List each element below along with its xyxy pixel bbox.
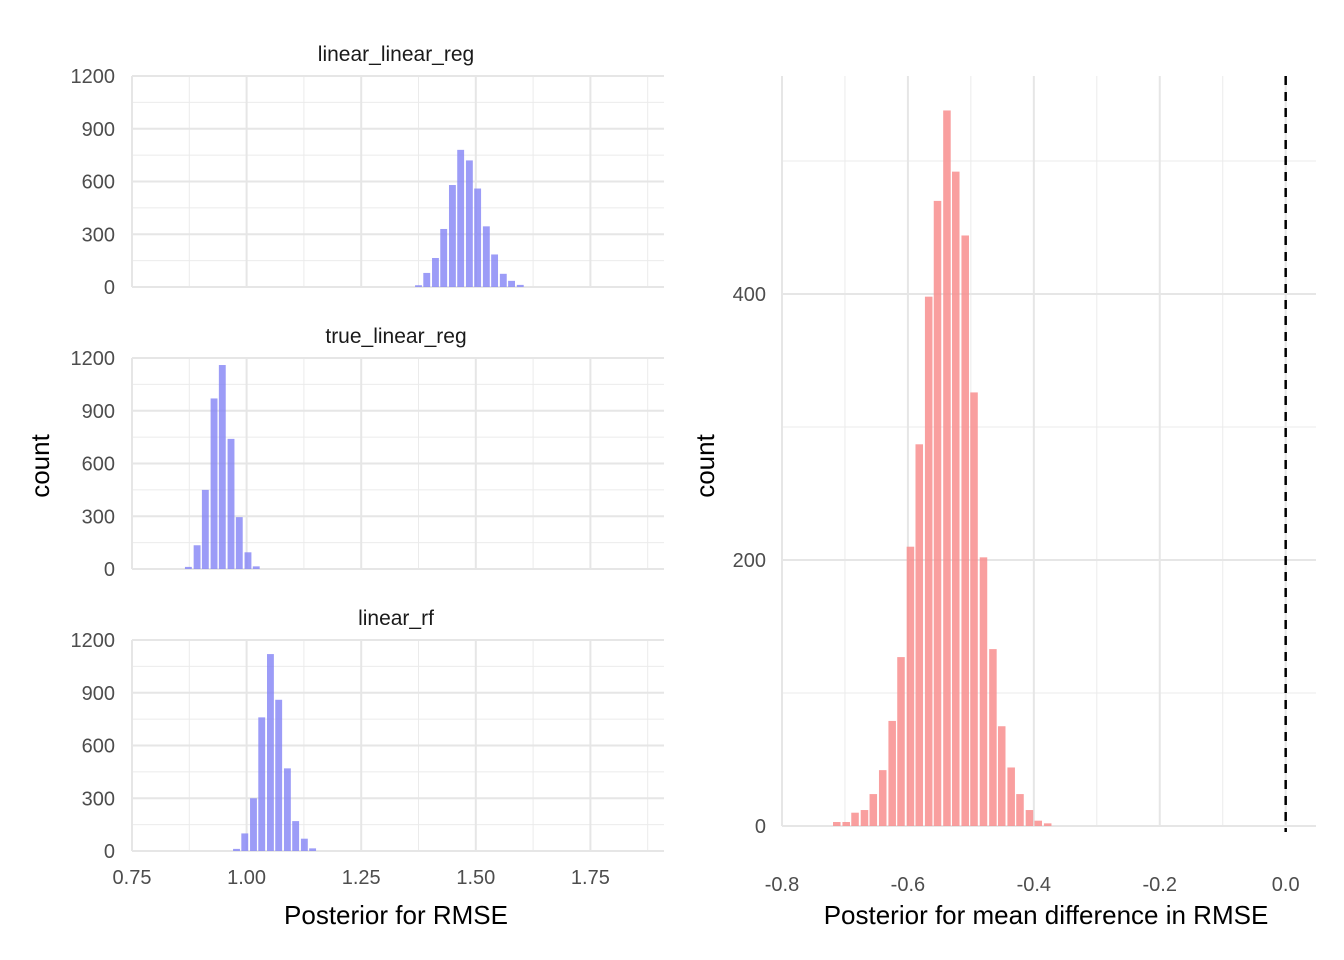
histogram-bar bbox=[210, 398, 218, 569]
histogram-bar bbox=[252, 566, 260, 569]
histogram-bar bbox=[1034, 820, 1043, 826]
x-tick-label: 0.75 bbox=[113, 867, 152, 889]
histogram-bar bbox=[979, 557, 988, 826]
histogram-bar bbox=[193, 545, 201, 569]
histogram-bar bbox=[989, 649, 997, 826]
histogram-bar bbox=[997, 726, 1006, 826]
y-tick-label: 300 bbox=[82, 788, 115, 810]
histogram-bar bbox=[842, 822, 850, 826]
x-tick-label: -0.2 bbox=[1143, 874, 1177, 896]
histogram-bar bbox=[516, 284, 524, 287]
histogram-bar bbox=[1007, 767, 1015, 826]
right-y-axis-title: count bbox=[690, 433, 720, 497]
histogram-bar bbox=[235, 517, 243, 569]
histogram-bar bbox=[218, 365, 226, 569]
histogram-bar bbox=[457, 149, 465, 287]
x-tick-label: -0.4 bbox=[1017, 874, 1051, 896]
mean-difference-histogram: 0 200 400 -0.8 -0.6 -0.4 -0.2 0.0 bbox=[733, 76, 1316, 896]
histogram-bar bbox=[244, 552, 252, 569]
histogram-bar bbox=[943, 110, 951, 826]
facet-panel-true_linear_reg: true_linear_reg 0 300 600 900 1200 bbox=[71, 325, 664, 581]
y-tick-label: 0 bbox=[104, 277, 115, 299]
histogram-bar bbox=[888, 720, 896, 826]
histogram-bar bbox=[897, 657, 905, 826]
facet-label-true_linear_reg: true_linear_reg bbox=[325, 325, 466, 348]
histogram-bar bbox=[300, 838, 308, 851]
histogram-bar bbox=[1025, 810, 1034, 826]
x-tick-label: 1.25 bbox=[342, 867, 381, 889]
y-tick-label: 300 bbox=[82, 506, 115, 528]
histogram-bar bbox=[833, 822, 841, 826]
x-tick-label: 1.00 bbox=[227, 867, 266, 889]
y-tick-label: 1200 bbox=[71, 348, 116, 370]
right-x-axis-title: Posterior for mean difference in RMSE bbox=[824, 900, 1269, 930]
histogram-bar bbox=[184, 566, 192, 569]
histogram-bar bbox=[267, 654, 274, 851]
histogram-bar bbox=[309, 848, 317, 851]
histogram-bar bbox=[201, 489, 209, 570]
histogram-bar bbox=[851, 812, 859, 826]
histogram-bar bbox=[258, 717, 266, 851]
histogram-bar bbox=[448, 185, 456, 287]
y-tick-label: 0 bbox=[755, 816, 766, 838]
histogram-bar bbox=[491, 254, 499, 287]
x-tick-label: -0.6 bbox=[891, 874, 925, 896]
y-tick-label: 900 bbox=[82, 683, 115, 705]
y-tick-label: 1200 bbox=[71, 66, 116, 88]
histogram-bar bbox=[924, 296, 933, 826]
left-y-axis-title: count bbox=[25, 433, 55, 497]
x-tick-label: 1.75 bbox=[571, 867, 610, 889]
histogram-bar bbox=[878, 770, 887, 826]
histogram-bar bbox=[474, 188, 482, 287]
histogram-bar bbox=[440, 228, 448, 287]
left-x-axis-title: Posterior for RMSE bbox=[284, 900, 508, 930]
histogram-bar bbox=[933, 200, 942, 826]
histogram-bar bbox=[275, 699, 283, 851]
histogram-bar bbox=[970, 392, 978, 826]
histogram-bar bbox=[1016, 794, 1024, 826]
y-tick-label: 300 bbox=[82, 224, 115, 246]
y-tick-label: 900 bbox=[82, 401, 115, 423]
y-tick-label: 1200 bbox=[71, 630, 116, 652]
y-tick-label: 600 bbox=[82, 172, 115, 194]
histogram-bar bbox=[233, 848, 240, 851]
x-tick-label: -0.8 bbox=[765, 874, 799, 896]
histogram-bar bbox=[250, 798, 257, 851]
y-tick-label: 600 bbox=[82, 736, 115, 758]
histogram-bar bbox=[432, 257, 439, 287]
histogram-bar bbox=[906, 546, 915, 826]
histogram-bar bbox=[952, 171, 960, 826]
facet-label-linear_linear_reg: linear_linear_reg bbox=[318, 43, 474, 66]
histogram-bar bbox=[915, 444, 924, 826]
y-tick-label: 0 bbox=[104, 841, 115, 863]
histogram-bar bbox=[415, 285, 422, 287]
x-tick-label: 1.50 bbox=[456, 867, 495, 889]
rmse-faceted-histogram: linear_linear_reg03006009001200true_line… bbox=[71, 43, 664, 889]
histogram-bar bbox=[227, 438, 235, 569]
facet-label-linear_rf: linear_rf bbox=[358, 607, 434, 630]
facet-panel-linear_linear_reg: linear_linear_reg 0 300 600 900 1200 bbox=[71, 43, 664, 299]
histogram-bar bbox=[499, 273, 507, 287]
histogram-bar bbox=[423, 272, 431, 287]
y-tick-label: 0 bbox=[104, 559, 115, 581]
histogram-bar bbox=[292, 821, 300, 851]
histogram-bar bbox=[465, 160, 473, 287]
histogram-bar bbox=[869, 794, 878, 826]
y-tick-label: 400 bbox=[733, 284, 766, 306]
histogram-bar bbox=[283, 768, 291, 851]
y-tick-label: 600 bbox=[82, 454, 115, 476]
histogram-bar bbox=[482, 226, 490, 287]
y-tick-label: 900 bbox=[82, 119, 115, 141]
histogram-bar bbox=[860, 810, 869, 826]
histogram-bar bbox=[241, 833, 249, 851]
facet-panel-linear_rf: linear_rf 0 300 600 900 1200 bbox=[71, 607, 664, 863]
histogram-bar bbox=[961, 235, 969, 827]
histogram-bar bbox=[508, 280, 515, 287]
y-tick-label: 200 bbox=[733, 550, 766, 572]
histogram-bar bbox=[1043, 823, 1052, 826]
x-tick-label: 0.0 bbox=[1272, 874, 1300, 896]
